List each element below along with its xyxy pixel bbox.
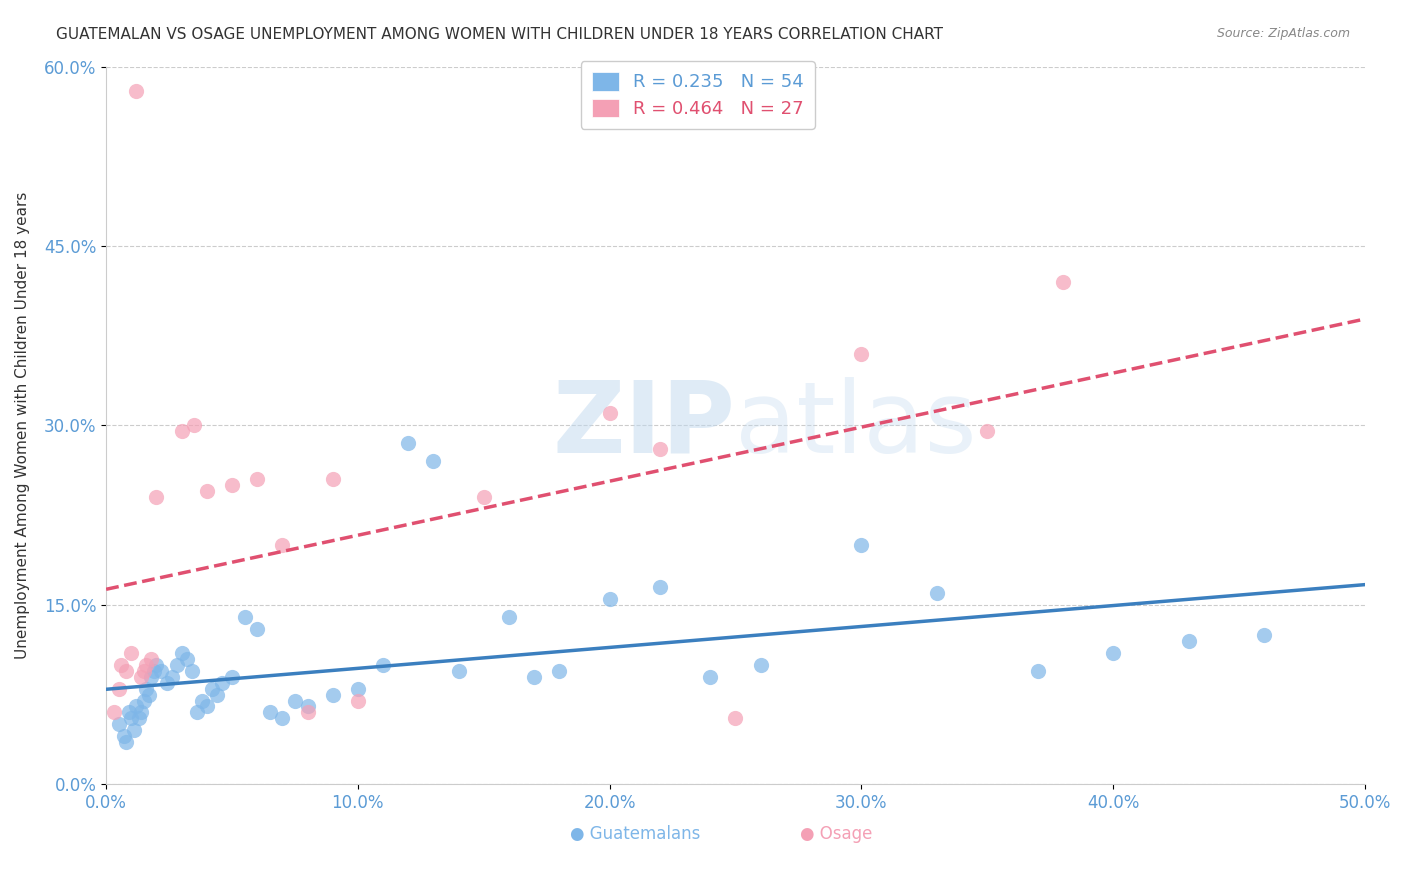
Point (176, 651, 198, 665)
Point (145, 490, 167, 504)
Point (150, 664, 173, 678)
Point (548, 664, 571, 678)
Point (120, 646, 142, 660)
Point (347, 693, 370, 707)
Point (259, 706, 281, 720)
Point (233, 609, 256, 624)
Point (284, 693, 307, 707)
Point (107, 717, 129, 731)
Text: atlas: atlas (735, 377, 977, 474)
Point (132, 693, 155, 707)
Point (221, 670, 243, 684)
Point (195, 484, 218, 499)
Text: ● Osage: ● Osage (800, 825, 872, 844)
Point (122, 723, 145, 738)
Point (371, 657, 394, 672)
Point (110, 657, 132, 672)
Point (141, 651, 163, 665)
Point (195, 699, 218, 714)
Text: ZIP: ZIP (553, 377, 735, 474)
Point (191, 693, 214, 707)
Point (246, 472, 269, 486)
Point (1102, 646, 1125, 660)
Point (724, 711, 747, 725)
Point (347, 681, 370, 696)
Point (498, 609, 520, 624)
Point (183, 418, 205, 433)
Point (925, 586, 948, 600)
Point (523, 670, 546, 684)
Point (422, 454, 444, 468)
Point (447, 664, 470, 678)
Point (976, 425, 998, 439)
Point (115, 735, 138, 749)
Point (297, 706, 319, 720)
Point (132, 664, 155, 678)
Point (851, 538, 873, 552)
Point (103, 706, 125, 720)
Point (851, 346, 873, 360)
Point (155, 675, 177, 690)
Point (271, 711, 294, 725)
Point (131, 706, 153, 720)
Point (749, 657, 772, 672)
Point (186, 706, 208, 720)
Point (142, 664, 165, 678)
Text: Source: ZipAtlas.com: Source: ZipAtlas.com (1216, 27, 1350, 40)
Point (599, 591, 621, 606)
Point (1052, 275, 1074, 289)
Point (1253, 628, 1275, 642)
Point (118, 706, 141, 720)
Point (322, 688, 344, 702)
Point (472, 490, 495, 504)
Point (648, 580, 671, 594)
Point (201, 681, 224, 696)
Point (135, 681, 157, 696)
Point (1026, 664, 1049, 678)
Y-axis label: Unemployment Among Women with Children Under 18 years: Unemployment Among Women with Children U… (15, 192, 30, 659)
Point (205, 688, 228, 702)
Point (170, 646, 193, 660)
Point (211, 675, 233, 690)
Point (699, 670, 721, 684)
Point (599, 407, 621, 421)
Text: GUATEMALAN VS OSAGE UNEMPLOYMENT AMONG WOMEN WITH CHILDREN UNDER 18 YEARS CORREL: GUATEMALAN VS OSAGE UNEMPLOYMENT AMONG W… (56, 27, 943, 42)
Point (128, 711, 150, 725)
Point (131, 670, 153, 684)
Point (170, 425, 193, 439)
Point (135, 657, 157, 672)
Point (1177, 633, 1199, 648)
Point (180, 664, 202, 678)
Point (120, 711, 142, 725)
Text: ● Guatemalans: ● Guatemalans (569, 825, 700, 844)
Point (396, 436, 419, 450)
Point (115, 664, 138, 678)
Point (145, 657, 167, 672)
Point (138, 688, 160, 702)
Point (246, 622, 269, 636)
Point (166, 657, 188, 672)
Point (107, 681, 129, 696)
Point (125, 699, 148, 714)
Point (221, 478, 243, 492)
Legend: R = 0.235   N = 54, R = 0.464   N = 27: R = 0.235 N = 54, R = 0.464 N = 27 (581, 62, 814, 128)
Point (322, 472, 344, 486)
Point (125, 83, 148, 97)
Point (112, 730, 135, 744)
Point (141, 670, 163, 684)
Point (648, 442, 671, 457)
Point (271, 538, 294, 552)
Point (297, 699, 319, 714)
Point (160, 670, 183, 684)
